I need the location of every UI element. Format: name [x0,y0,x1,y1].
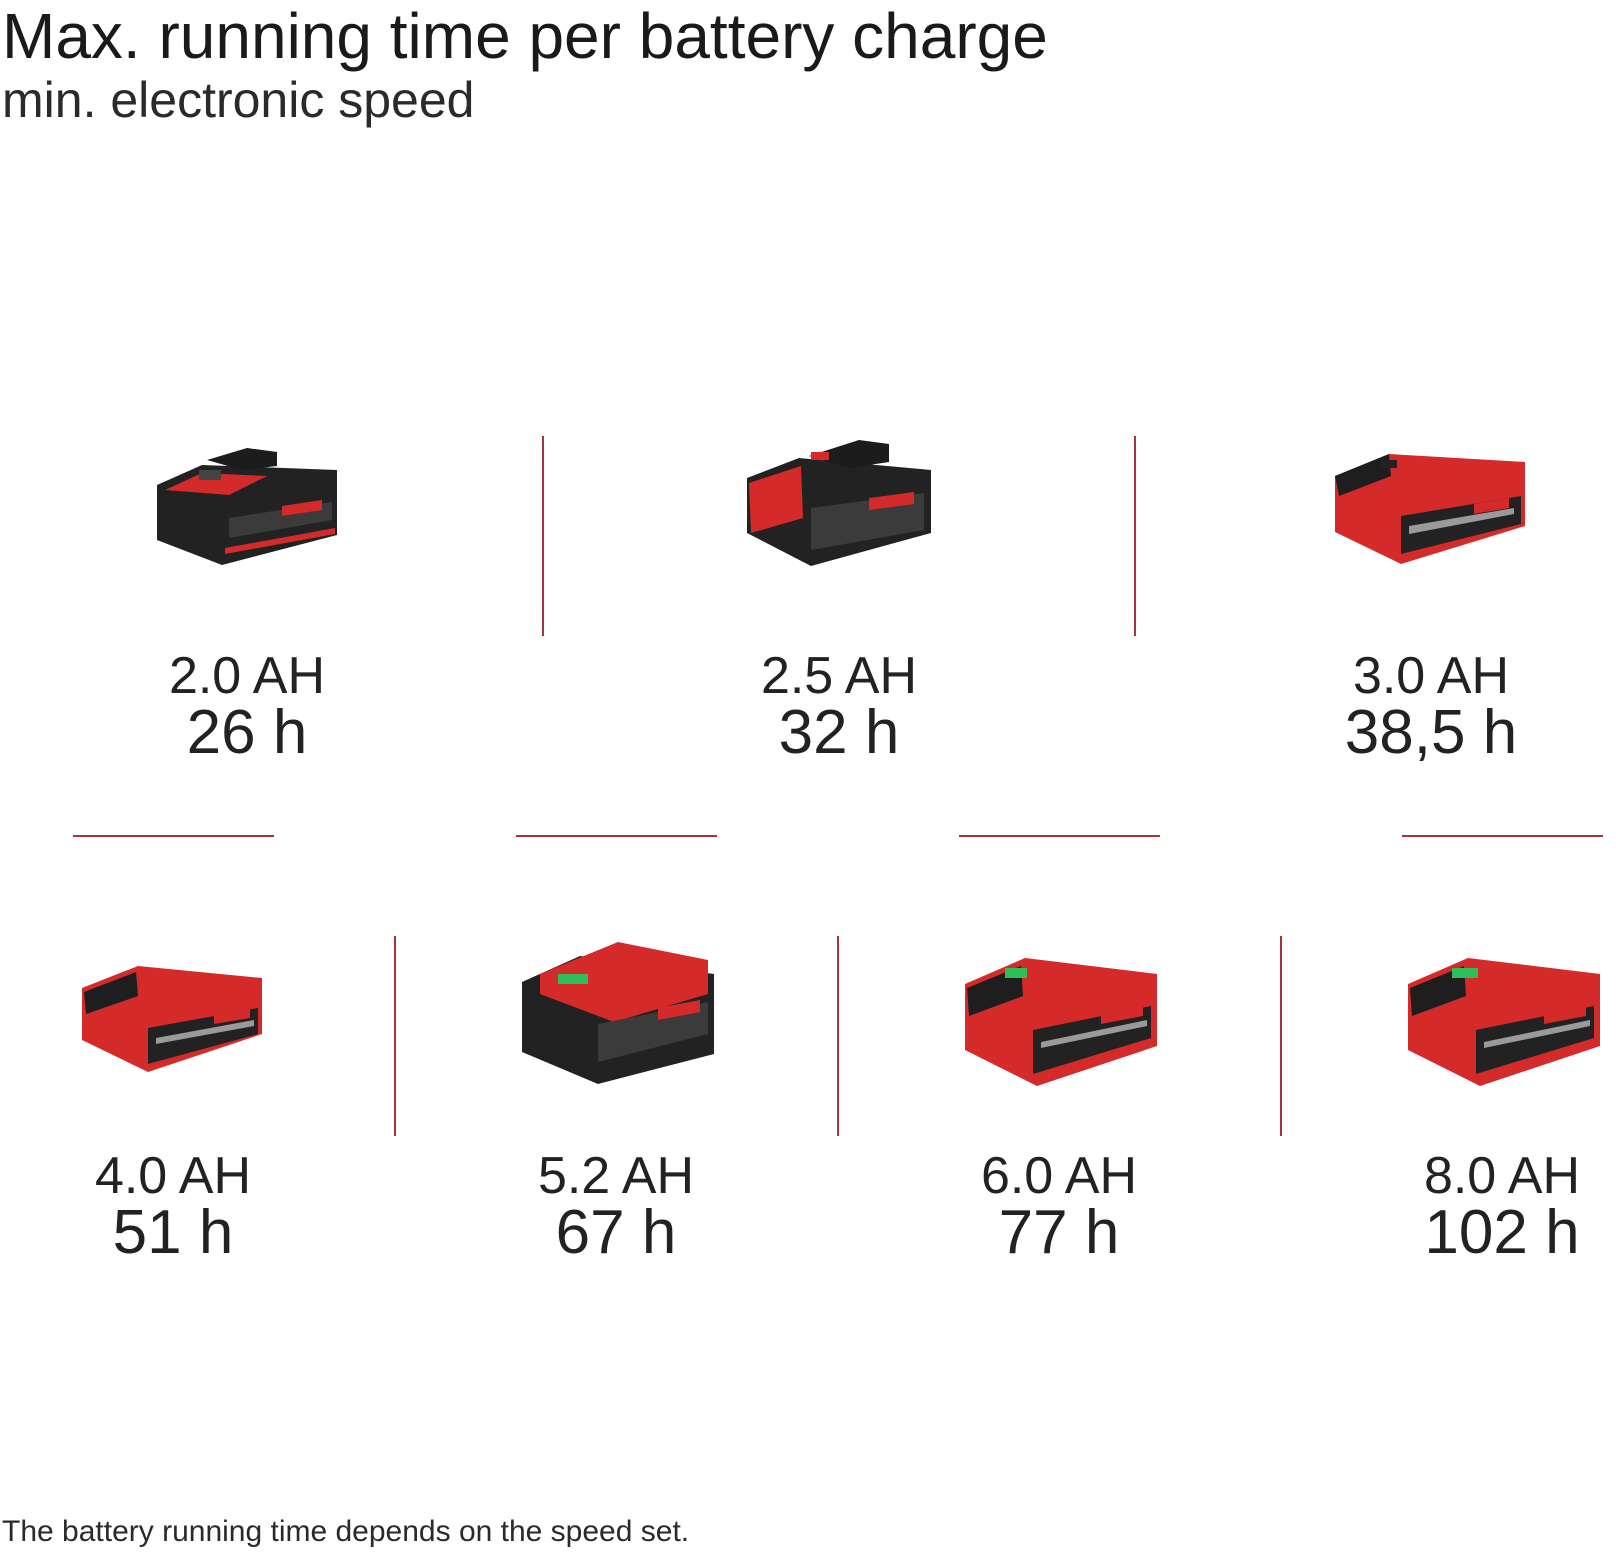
footnote: The battery running time depends on the … [2,1515,690,1548]
battery-runtime-value: 51 h [112,1198,234,1267]
battery-runtime-value: 32 h [778,698,900,767]
battery-pack-image [1408,958,1600,1086]
battery-capacity-label: 2.5 AH [760,647,918,705]
divider-vertical [394,936,396,1136]
battery-pack-image [1335,454,1525,564]
battery-capacity-label: 2.0 AH [168,647,326,705]
divider-horizontal [959,835,1160,837]
battery-runtime-value: 67 h [555,1198,677,1267]
battery-pack-image [522,942,714,1084]
battery-runtime-value: 102 h [1424,1198,1580,1267]
battery-runtime-value: 77 h [998,1198,1120,1267]
battery-capacity-label: 5.2 AH [537,1147,695,1205]
page-title: Max. running time per battery charge [2,0,1048,72]
page-subtitle: min. electronic speed [2,72,475,128]
battery-runtime-value: 26 h [186,698,308,767]
battery-capacity-label: 3.0 AH [1352,647,1510,705]
battery-pack-image [82,966,262,1072]
battery-capacity-label: 6.0 AH [980,1147,1138,1205]
battery-capacity-label: 4.0 AH [94,1147,252,1205]
divider-horizontal [516,835,717,837]
divider-vertical [837,936,839,1136]
battery-pack-image [157,448,337,565]
divider-horizontal [73,835,274,837]
divider-horizontal [1402,835,1603,837]
battery-capacity-label: 8.0 AH [1423,1147,1581,1205]
divider-vertical [542,436,544,636]
battery-runtime-value: 38,5 h [1344,698,1518,767]
battery-pack-image [965,958,1157,1086]
battery-pack-image [747,440,931,566]
divider-vertical [1134,436,1136,636]
divider-vertical [1280,936,1282,1136]
